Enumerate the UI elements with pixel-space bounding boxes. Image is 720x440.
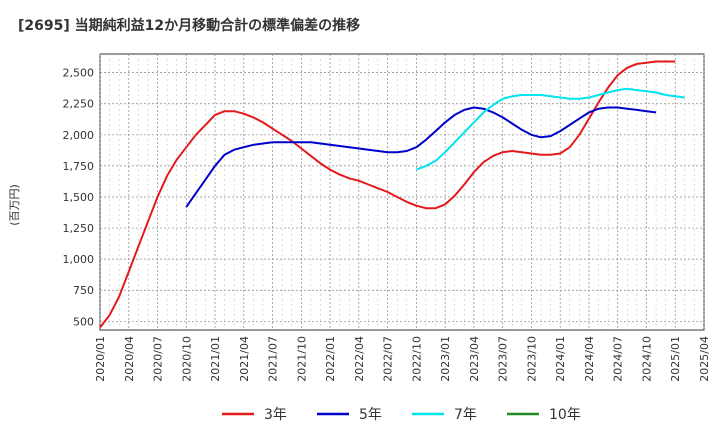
x-tick-label: 2021/07	[267, 336, 280, 382]
y-tick-label: 1,500	[63, 191, 95, 204]
x-tick-label: 2024/07	[612, 336, 625, 382]
legend-label: 10年	[549, 407, 581, 423]
series-line-7年	[416, 87, 685, 171]
x-tick-label: 2020/10	[180, 336, 193, 382]
legend-label: 5年	[359, 407, 382, 423]
y-tick-label: 2,500	[63, 67, 95, 80]
x-tick-label: 2021/04	[238, 336, 251, 382]
x-tick-label: 2023/07	[497, 336, 510, 382]
x-tick-label: 2020/01	[94, 336, 107, 382]
series-line-5年	[185, 106, 657, 208]
series-lines	[99, 60, 685, 329]
y-tick-label: 750	[73, 284, 94, 297]
x-tick-label: 2022/04	[353, 336, 366, 382]
y-tick-label: 500	[73, 315, 94, 328]
series-line-3年	[99, 60, 676, 329]
x-tick-label: 2023/01	[439, 336, 452, 382]
y-axis: 500 750 1,000 1,250 1,500 1,750 2,000 2,250 2,50…	[63, 67, 95, 329]
x-tick-label: 2023/10	[525, 336, 538, 382]
y-axis-label: (百万円)	[8, 184, 21, 226]
grid	[99, 54, 705, 330]
plot-area	[99, 53, 705, 331]
y-tick-label: 1,750	[63, 160, 95, 173]
x-tick-label: 2022/07	[382, 336, 395, 382]
legend-label: 3年	[264, 407, 287, 423]
x-tick-label: 2021/10	[295, 336, 308, 382]
x-tick-label: 2024/04	[583, 336, 596, 382]
x-tick-label: 2024/10	[640, 336, 653, 382]
x-tick-label: 2023/04	[468, 336, 481, 382]
x-tick-label: 2025/04	[698, 336, 711, 382]
x-axis: 2020/01 2020/04 2020/07 2020/10 2021/01 2021/…	[94, 336, 711, 382]
x-tick-label: 2020/04	[123, 336, 136, 382]
y-tick-label: 1,250	[63, 222, 95, 235]
x-tick-label: 2022/01	[324, 336, 337, 382]
x-tick-label: 2021/01	[209, 336, 222, 382]
y-tick-label: 2,000	[63, 129, 95, 142]
x-tick-label: 2020/07	[152, 336, 165, 382]
legend: 3年 5年 7年 10年	[222, 407, 581, 423]
x-tick-label: 2024/01	[554, 336, 567, 382]
y-tick-label: 2,250	[63, 98, 95, 111]
legend-label: 7年	[454, 407, 477, 423]
chart-title: [2695] 当期純利益12か月移動合計の標準偏差の推移	[18, 17, 360, 34]
x-tick-label: 2025/01	[669, 336, 682, 382]
x-tick-label: 2022/10	[410, 336, 423, 382]
y-tick-label: 1,000	[63, 253, 95, 266]
